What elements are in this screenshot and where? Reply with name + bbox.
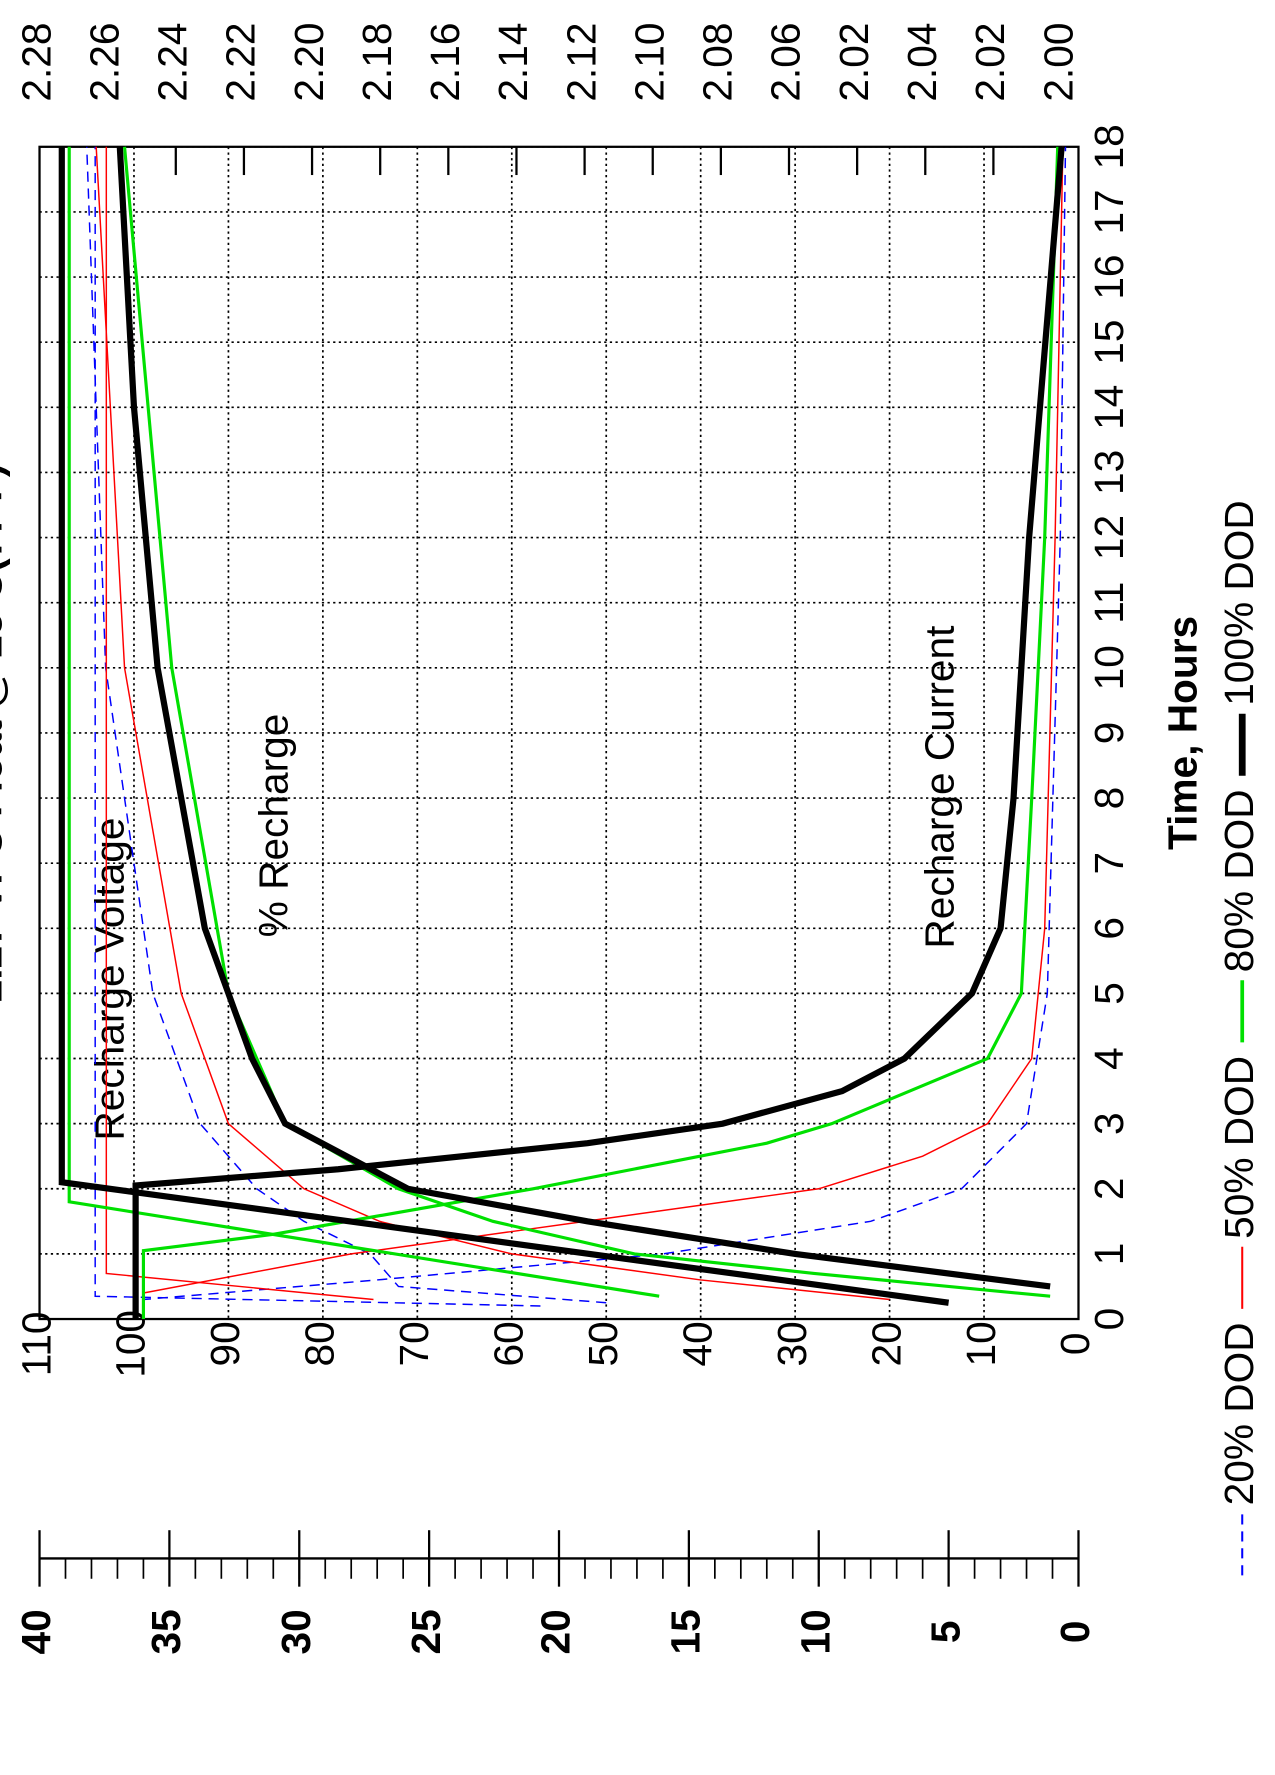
x-tick-label: 10 [1086,645,1132,690]
y-tick-label: 0 [1052,1333,1098,1356]
current-line [142,146,1067,1320]
y2-tick-label: 2.14 [490,23,536,102]
y3-tick-label: 30 [273,1609,319,1654]
y-tick-label: 80 [297,1321,343,1366]
y2-tick-label: 2.18 [354,23,400,102]
x-tick-label: 13 [1086,450,1132,495]
x-tick-label: 4 [1086,1047,1132,1070]
y3-tick-label: 35 [143,1609,189,1654]
x-tick-label: 1 [1086,1243,1132,1266]
x-tick-label: 14 [1086,385,1132,430]
recharge-line [95,146,890,1301]
current-line [132,146,1065,1320]
x-tick-label: 9 [1086,722,1132,745]
y-tick-label: 110 [13,1311,59,1376]
y3-tick-label: 25 [403,1609,449,1654]
x-tick-label: 17 [1086,189,1132,234]
y2-tick-label: 2.02 [831,23,877,102]
y2-tick-label: 2.00 [1035,23,1081,102]
y2-tick-label: 2.24 [150,23,196,102]
voltage-line [58,146,950,1306]
plot-frame [38,145,1080,1321]
x-tick-label: 5 [1086,982,1132,1005]
legend-label: 50% DOD [1216,1056,1262,1239]
x-axis-label: Time, Hours [1159,616,1205,850]
y-tick-label: 40 [674,1321,720,1366]
x-tick-label: 7 [1086,852,1132,875]
chart-title: 2.27 VPC Float @ 25 C(77 F) [0,464,11,1003]
y2-tick-label: 2.04 [899,23,945,102]
y2-tick-label: 2.26 [81,23,127,102]
legend-label: 20% DOD [1216,1322,1262,1505]
y-tick-label: 30 [769,1321,815,1366]
y-tick-label: 70 [391,1321,437,1366]
y-tick-label: 10 [958,1321,1004,1366]
recharge-line [86,146,607,1304]
y2-tick-label: 2.20 [286,23,332,102]
y3-tick-label: 20 [533,1609,579,1654]
y-tick-label: 20 [863,1321,909,1366]
y-tick-label: 100 [108,1310,154,1378]
y2-tick-label: 2.22 [218,23,264,102]
x-tick-label: 15 [1086,320,1132,365]
y-tick-label: 60 [486,1321,532,1366]
legend-label: 100% DOD [1216,500,1262,706]
current-line [141,146,1060,1320]
y2-tick-label: 2.28 [13,23,59,102]
y2-tick-label: 2.16 [422,23,468,102]
voltage-line [67,146,660,1298]
x-tick-label: 6 [1086,917,1132,940]
annotation: Recharge Voltage [87,817,133,1140]
y2-tick-label: 2.06 [763,23,809,102]
y3-tick-label: 15 [663,1609,709,1654]
legend-label: 80% DOD [1216,789,1262,972]
y-tick-label: 50 [580,1321,626,1366]
annotation: Recharge Current [917,626,963,949]
x-tick-label: 0 [1086,1308,1132,1331]
y2-tick-label: 2.12 [558,23,604,102]
voltage-line [94,146,541,1307]
y-tick-label: 90 [202,1321,248,1366]
x-tick-label: 18 [1086,124,1132,169]
y3-tick-label: 0 [1052,1621,1098,1644]
recharge-line [116,146,1051,1290]
recharge-line [122,146,1051,1298]
x-tick-label: 3 [1086,1112,1132,1135]
voltage-line [105,146,374,1301]
x-tick-label: 8 [1086,787,1132,810]
x-tick-label: 12 [1086,515,1132,560]
x-tick-label: 2 [1086,1177,1132,1200]
y2-tick-label: 2.08 [695,23,741,102]
x-tick-label: 11 [1086,582,1132,624]
y2-tick-label: 2.02 [967,23,1013,102]
x-tick-label: 16 [1086,254,1132,299]
y3-tick-label: 40 [13,1609,59,1654]
y3-tick-label: 10 [792,1609,838,1654]
annotation: % Recharge [250,714,296,938]
y3-tick-label: 5 [922,1621,968,1644]
y2-tick-label: 2.10 [626,23,672,102]
current-line [142,146,1064,1320]
chart-body: 0123456789101112131415161718010203040506… [0,23,1262,1655]
